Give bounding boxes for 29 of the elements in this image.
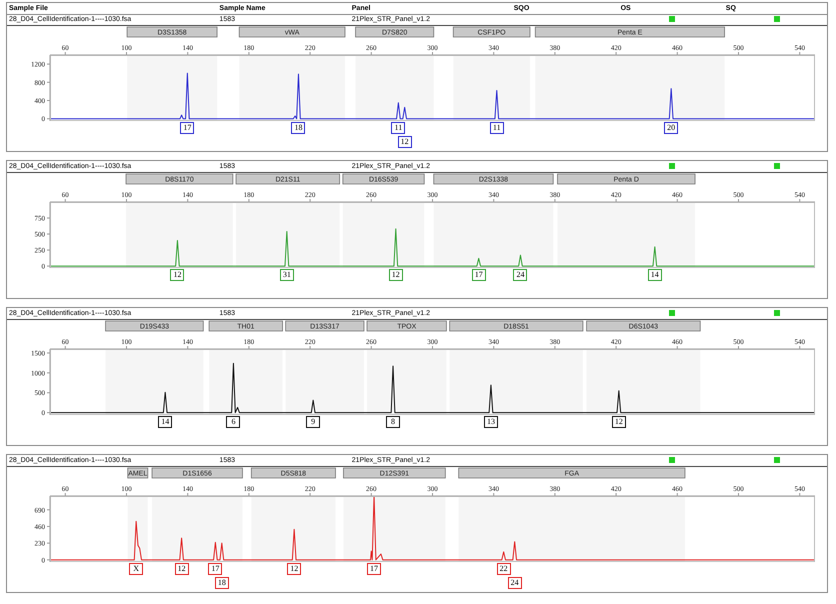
annotation: 17 [472, 269, 486, 282]
annotation: 6 [226, 416, 240, 428]
annotation: 24 [513, 269, 528, 282]
annotation: 14 [648, 269, 662, 282]
annotation: 9 [306, 416, 320, 428]
annotation: 20 [664, 122, 678, 134]
annotation: 8 [386, 416, 400, 428]
annotation: 17 [180, 122, 194, 134]
annotation: 18 [214, 576, 229, 589]
annotation: 12 [287, 562, 302, 575]
annotation: 11 [490, 122, 504, 134]
annotation: 12 [174, 562, 189, 575]
annotation: 11 [391, 122, 406, 134]
line-series [50, 228, 815, 267]
line-series [50, 362, 815, 414]
annotation: 14 [158, 416, 172, 428]
annotation: 22 [496, 562, 511, 575]
annotation: 12 [388, 269, 403, 282]
annotation: 12 [170, 269, 184, 282]
annotation: 18 [291, 122, 306, 134]
line-series [50, 72, 815, 120]
annotation: X [129, 562, 144, 575]
annotation: 12 [612, 416, 626, 428]
annotation: 13 [484, 416, 498, 428]
annotation: 17 [367, 562, 382, 575]
annotation: 17 [208, 562, 222, 575]
annotation: 12 [398, 136, 412, 148]
annotation: 31 [280, 269, 294, 282]
annotation: 24 [508, 576, 522, 589]
